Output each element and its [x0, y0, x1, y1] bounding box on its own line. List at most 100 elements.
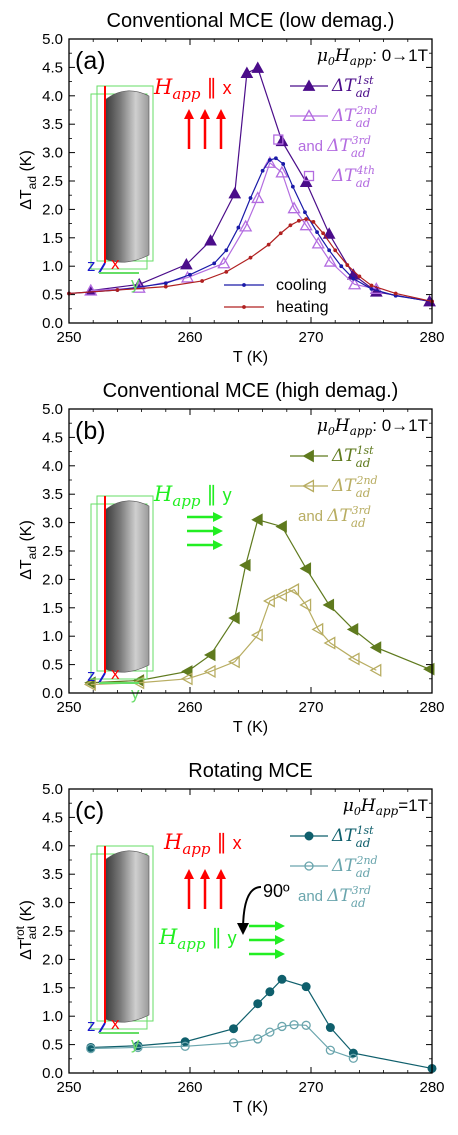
data-point	[181, 665, 193, 678]
y-tick-label: 4.0	[42, 458, 63, 475]
legend-label-4th: ΔTad4th	[331, 164, 375, 190]
x-tick-label: 250	[56, 699, 81, 716]
rotation-arrow-head	[237, 923, 249, 935]
data-point	[322, 598, 335, 612]
field-arrow-head	[184, 869, 194, 879]
y-tick-label: 4.5	[42, 809, 63, 826]
x-tick-label: 260	[177, 1079, 202, 1096]
data-point	[188, 272, 192, 277]
y-tick-label: 0.0	[42, 685, 63, 702]
data-point	[323, 636, 336, 650]
y-tick-label: 3.0	[42, 145, 63, 162]
field-x-label: Happ ∥ x	[163, 830, 242, 858]
y-tick-label: 2.5	[42, 923, 63, 940]
data-point	[393, 291, 398, 296]
x-tick-label: 280	[419, 699, 444, 716]
data-point	[239, 219, 253, 232]
data-point	[180, 672, 193, 686]
data-point	[163, 281, 168, 286]
data-point	[204, 234, 217, 246]
data-point	[311, 622, 324, 636]
data-point	[180, 1041, 190, 1051]
data-point	[311, 236, 325, 249]
legend-marker	[242, 305, 246, 309]
data-point	[299, 598, 312, 612]
data-point	[281, 162, 286, 166]
y-axis-label: ΔTad (K)	[18, 150, 39, 210]
data-point	[224, 248, 229, 253]
data-point	[277, 1021, 287, 1032]
data-point	[227, 655, 240, 669]
field-arrow-head	[213, 540, 223, 550]
data-point	[163, 284, 168, 289]
data-point	[248, 255, 253, 260]
y-tick-label: 1.5	[42, 600, 63, 617]
data-point	[290, 184, 295, 189]
data-point	[322, 227, 336, 239]
legend-label-cooling: cooling	[276, 277, 327, 294]
field-y-label: Happ ∥ y	[158, 925, 237, 953]
series--t-ad-2nd	[86, 1020, 359, 1063]
y-tick-label: 3.0	[42, 515, 63, 532]
y-tick-label: 2.0	[42, 571, 63, 588]
legend-marker	[242, 283, 246, 287]
data-point	[200, 279, 205, 283]
y-tick-label: 2.0	[42, 201, 63, 218]
x-tick-label: 270	[298, 699, 323, 716]
axis-z-label: z	[87, 256, 96, 275]
x-tick-label: 260	[177, 699, 202, 716]
data-point	[315, 230, 319, 235]
field-arrow-head	[213, 526, 223, 536]
field-condition-label: μ0Happ: 0→1T	[317, 416, 428, 438]
axis-x-label: x	[111, 1014, 120, 1033]
field-condition-label: μ0Happ=1T	[343, 796, 428, 818]
field-arrow-head	[213, 512, 223, 522]
data-point	[251, 191, 265, 204]
cylinder-sample	[104, 500, 150, 673]
y-tick-label: 4.0	[42, 838, 63, 855]
x-tick-label: 280	[419, 329, 444, 346]
data-point	[251, 61, 265, 73]
axis-y-label: y	[131, 274, 140, 293]
data-point	[263, 155, 277, 168]
legend: ΔTad1st ΔTad2nd and ΔTad3rd	[290, 444, 378, 530]
data-point	[348, 1053, 359, 1063]
data-point	[311, 219, 316, 224]
y-tick-label: 3.5	[42, 866, 63, 883]
field-direction-label: Happ ∥ x	[153, 75, 232, 103]
data-point	[325, 1023, 335, 1033]
field-arrow-head	[275, 921, 285, 931]
data-point	[346, 623, 359, 636]
y-axis-label: ΔTad (K)	[18, 520, 39, 580]
data-point	[369, 641, 382, 654]
legend-marker	[302, 79, 316, 91]
y-tick-label: 3.5	[42, 486, 63, 503]
z-axis-arrow	[98, 262, 106, 274]
data-point	[347, 277, 362, 290]
y-tick-label: 0.0	[42, 1065, 63, 1082]
data-point	[287, 583, 300, 597]
data-point	[83, 677, 96, 692]
data-point	[357, 274, 362, 279]
legend-marker	[303, 170, 315, 182]
y-tick-label: 1.0	[42, 628, 63, 645]
legend-marker	[302, 109, 316, 122]
data-point	[275, 134, 289, 147]
legend-label-1st: ΔTad1st	[331, 74, 374, 100]
data-point	[301, 982, 311, 992]
plot-frame	[68, 38, 433, 324]
data-point	[347, 652, 360, 666]
legend-label-2nd: ΔTad2nd	[331, 854, 378, 880]
data-point	[275, 588, 288, 602]
y-tick-label: 1.0	[42, 1008, 63, 1025]
data-point	[84, 283, 98, 296]
data-point	[86, 1043, 96, 1054]
axis-x-label: x	[111, 254, 120, 273]
data-point	[321, 231, 326, 236]
axis-x-label: x	[111, 664, 120, 683]
legend-marker	[302, 479, 315, 493]
sample-inset: z xy	[87, 495, 154, 703]
y-tick-label: 5.0	[42, 781, 63, 798]
z-axis-arrow	[98, 672, 106, 684]
y-tick-label: 1.5	[42, 230, 63, 247]
